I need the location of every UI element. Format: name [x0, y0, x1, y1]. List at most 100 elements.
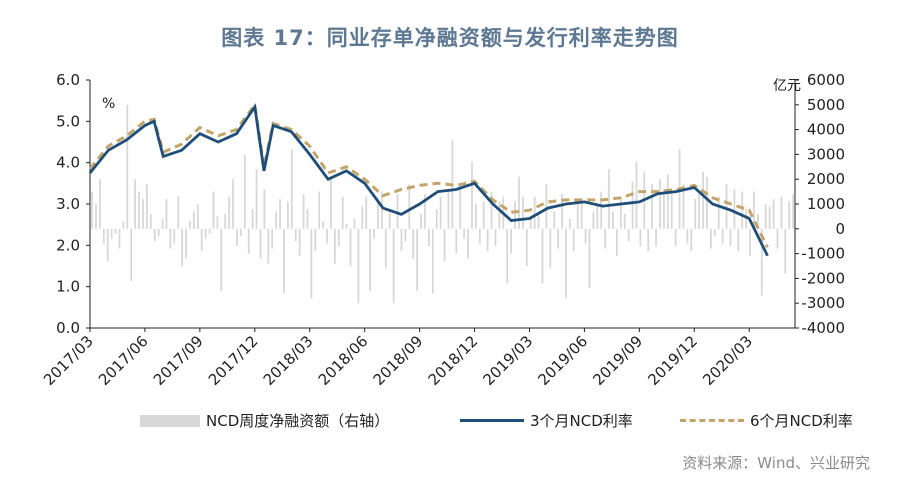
- left-tick-label: 1.0: [56, 278, 80, 296]
- net-financing-bar: [549, 228, 552, 269]
- net-financing-bar: [134, 179, 137, 229]
- net-financing-bar: [279, 199, 281, 229]
- net-financing-bar: [619, 196, 622, 229]
- net-financing-bar: [698, 194, 701, 229]
- net-financing-bar: [459, 184, 462, 229]
- net-financing-bar: [322, 221, 325, 229]
- net-financing-bar: [666, 174, 669, 229]
- net-financing-bar: [435, 208, 438, 229]
- x-tick-label: 2018/03: [260, 332, 317, 389]
- net-financing-bar: [416, 228, 419, 291]
- chart-axes: [89, 80, 796, 329]
- net-financing-bar: [99, 179, 101, 229]
- net-financing-bar: [506, 228, 509, 284]
- net-financing-bar: [106, 228, 109, 262]
- net-financing-bar: [228, 196, 231, 229]
- net-financing-bar: [165, 199, 168, 229]
- net-financing-bar: [780, 196, 783, 229]
- net-financing-bar: [388, 211, 391, 229]
- net-financing-bar: [243, 154, 246, 229]
- net-financing-bar: [686, 228, 689, 244]
- net-financing-bar: [616, 228, 618, 257]
- x-tick-label: 2017/09: [150, 332, 207, 389]
- net-financing-bar: [290, 149, 293, 229]
- x-tick-label: 2019/12: [644, 332, 701, 389]
- net-financing-bar: [713, 228, 716, 237]
- net-financing-bar: [494, 228, 497, 247]
- net-financing-bar: [232, 179, 234, 229]
- net-financing-bar: [772, 199, 775, 229]
- net-financing-bar: [702, 171, 704, 229]
- x-tick-label: 2018/09: [370, 332, 427, 389]
- net-financing-bar: [749, 228, 751, 257]
- net-financing-bar: [690, 228, 693, 252]
- net-financing-bar: [404, 228, 407, 242]
- net-financing-bar: [757, 213, 759, 229]
- net-financing-bars: [91, 104, 795, 304]
- net-financing-bar: [764, 204, 767, 229]
- net-financing-bar: [717, 196, 720, 229]
- net-financing-bar: [334, 228, 336, 264]
- right-tick-label: 2000: [807, 170, 845, 188]
- x-tick-label: 2017/03: [40, 332, 97, 389]
- net-financing-bar: [431, 228, 434, 294]
- net-financing-bar: [710, 228, 712, 249]
- left-tick-label: 4.0: [56, 154, 80, 172]
- net-financing-bar: [674, 228, 677, 247]
- right-tick-label: 4000: [807, 121, 845, 139]
- net-financing-bar: [490, 191, 493, 229]
- net-financing-bar: [149, 213, 152, 229]
- net-financing-bar: [647, 228, 650, 252]
- net-financing-bar: [318, 191, 321, 229]
- net-financing-bar: [635, 161, 638, 229]
- legend-swatch-3m: [460, 419, 524, 422]
- net-financing-bar: [670, 194, 673, 229]
- net-financing-bar: [341, 196, 344, 229]
- left-axis-unit: %: [102, 96, 115, 112]
- net-financing-bar: [357, 228, 360, 304]
- net-financing-bar: [138, 191, 140, 229]
- net-financing-bar: [381, 191, 383, 229]
- net-financing-bar: [623, 213, 626, 229]
- net-financing-bar: [173, 228, 176, 244]
- x-tick-label: 2018/12: [425, 332, 482, 389]
- net-financing-bar: [533, 196, 536, 229]
- net-financing-bar: [267, 228, 270, 264]
- net-financing-bar: [741, 191, 744, 229]
- net-financing-bar: [369, 228, 372, 291]
- net-financing-bar: [725, 184, 728, 229]
- net-financing-bar: [572, 228, 575, 252]
- net-financing-bar: [627, 228, 630, 242]
- net-financing-bar: [302, 194, 305, 229]
- net-financing-bar: [518, 176, 520, 229]
- net-financing-bar: [275, 211, 278, 229]
- net-financing-bar: [400, 228, 403, 252]
- x-tick-label: 2020/03: [699, 332, 756, 389]
- net-financing-bar: [639, 228, 642, 247]
- net-financing-bar: [361, 206, 364, 229]
- legend-swatch-bars: [140, 414, 200, 427]
- net-financing-bar: [330, 179, 332, 229]
- right-tick-label: 0: [835, 220, 845, 238]
- net-financing-bar: [114, 228, 117, 234]
- net-financing-bar: [146, 184, 148, 229]
- net-financing-bar: [651, 184, 654, 229]
- net-financing-bar: [760, 228, 763, 296]
- net-financing-bar: [792, 194, 795, 229]
- net-financing-bar: [208, 228, 211, 234]
- net-financing-bar: [200, 228, 203, 252]
- net-financing-bar: [443, 228, 446, 262]
- net-financing-bar: [655, 228, 657, 247]
- right-tick-label: 1000: [807, 195, 845, 213]
- net-financing-bar: [596, 204, 599, 229]
- net-financing-bar: [420, 213, 422, 229]
- net-financing-bar: [408, 184, 411, 229]
- net-financing-bar: [439, 196, 442, 229]
- net-financing-bar: [298, 228, 301, 257]
- net-financing-bar: [212, 191, 215, 229]
- net-financing-bar: [788, 201, 791, 229]
- net-financing-bar: [424, 194, 426, 229]
- x-tick-label: 2017/12: [205, 332, 262, 389]
- net-financing-bar: [412, 228, 415, 259]
- net-financing-bar: [118, 228, 121, 249]
